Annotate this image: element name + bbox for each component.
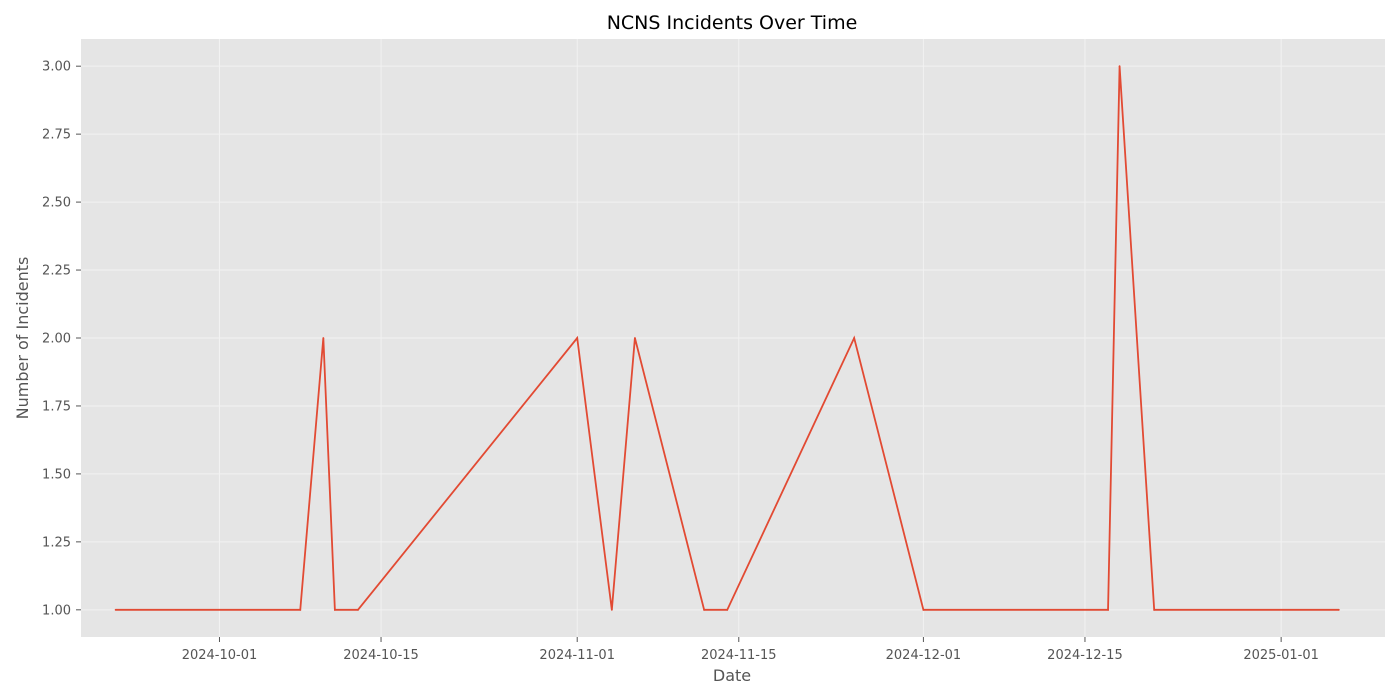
x-tick-label: 2024-12-01: [886, 648, 962, 663]
data-point: [1337, 608, 1340, 611]
y-axis-ticks: 1.00 1.25 1.50 1.75 2.00 2.25 2.50 2.75 3.00: [42, 60, 81, 618]
x-axis-label: Date: [713, 666, 751, 685]
data-point: [1118, 65, 1121, 68]
y-tick-label: 1.00: [42, 603, 71, 618]
y-tick-label: 2.75: [42, 128, 71, 143]
y-tick-label: 3.00: [42, 60, 71, 75]
y-axis-label: Number of Incidents: [13, 257, 32, 420]
data-point: [114, 608, 117, 611]
data-point: [703, 608, 706, 611]
y-tick-label: 1.75: [42, 399, 71, 414]
y-tick-label: 1.25: [42, 535, 71, 550]
data-point: [1107, 608, 1109, 611]
data-point: [357, 608, 359, 611]
y-tick-label: 2.00: [42, 332, 71, 347]
x-tick-label: 2024-11-15: [701, 648, 777, 663]
data-point: [333, 608, 336, 611]
x-tick-label: 2025-01-01: [1243, 648, 1319, 663]
series-line-0: [115, 66, 1339, 611]
data-point: [634, 337, 636, 339]
x-tick-label: 2024-10-01: [182, 648, 258, 663]
chart-title: NCNS Incidents Over Time: [607, 12, 858, 34]
data-point: [726, 608, 729, 611]
x-axis-ticks: 2024-10-01 2024-10-15 2024-11-01 2024-11-15…: [182, 637, 1319, 663]
data-point: [299, 608, 302, 611]
series-layer: [114, 65, 1340, 611]
data-point: [610, 608, 613, 611]
data-point: [853, 337, 856, 339]
x-tick-label: 2024-10-15: [343, 648, 419, 663]
data-point: [922, 608, 925, 611]
y-tick-label: 1.50: [42, 467, 71, 482]
data-point: [1153, 608, 1156, 611]
data-point: [322, 337, 325, 339]
x-tick-label: 2024-11-01: [539, 648, 615, 663]
y-tick-label: 2.50: [42, 196, 71, 211]
y-tick-label: 2.25: [42, 264, 71, 279]
data-point: [576, 337, 579, 339]
x-tick-label: 2024-12-15: [1047, 648, 1123, 663]
